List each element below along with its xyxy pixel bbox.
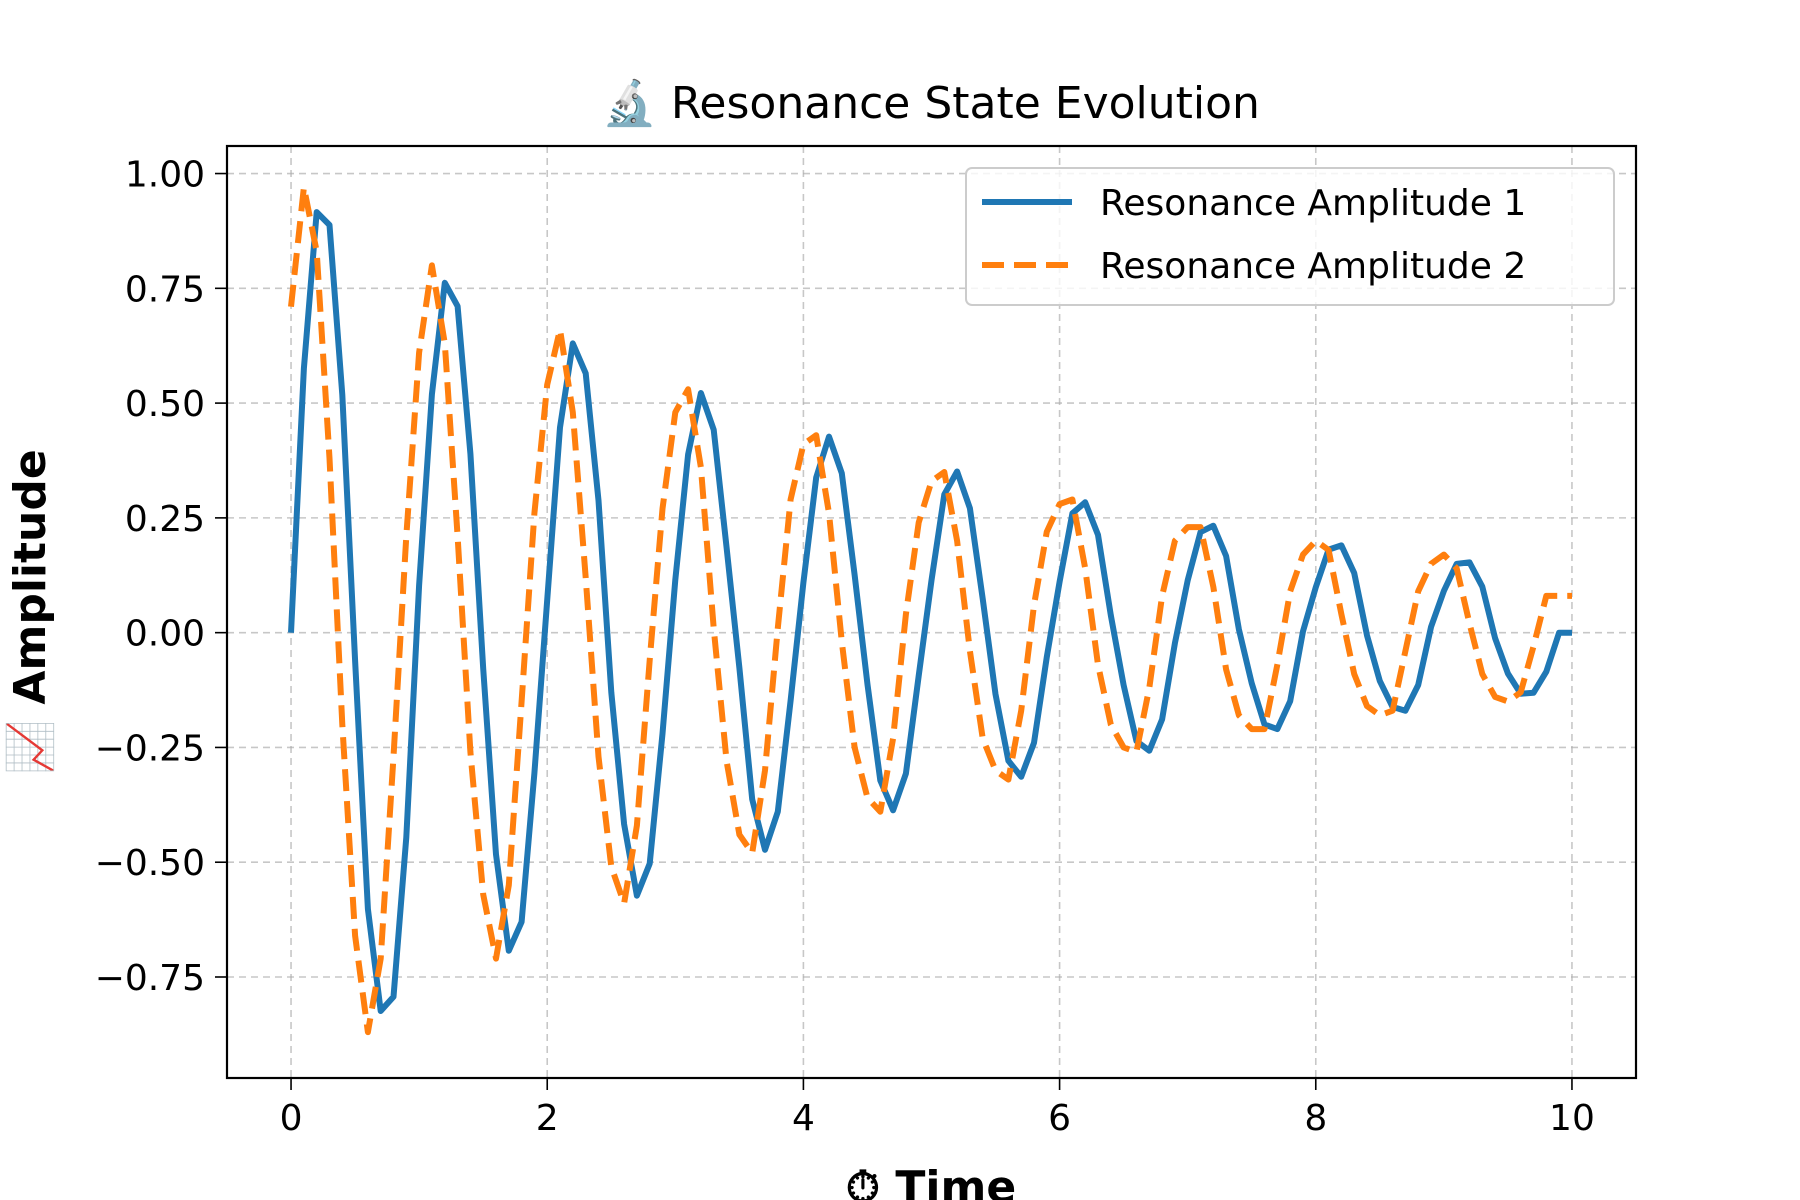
x-axis-label: ⏱ Time xyxy=(846,1162,1016,1200)
y-tick-label: 0.25 xyxy=(125,499,205,540)
x-tick-label: 8 xyxy=(1304,1098,1327,1139)
legend: Resonance Amplitude 1 Resonance Amplitud… xyxy=(965,167,1615,306)
x-tick-label: 2 xyxy=(536,1098,559,1139)
chart-title: 🔬 Resonance State Evolution xyxy=(602,76,1260,129)
x-tick-label: 4 xyxy=(792,1098,815,1139)
y-tick-label: 0.00 xyxy=(125,614,205,655)
y-tick-label: 1.00 xyxy=(125,155,205,196)
x-tick-label: 10 xyxy=(1549,1098,1595,1139)
legend-label-amplitude-1: Resonance Amplitude 1 xyxy=(1100,183,1526,224)
y-tick-label: −0.50 xyxy=(95,843,205,884)
y-tick-label: 0.50 xyxy=(125,384,205,425)
y-tick-label: −0.75 xyxy=(95,958,205,999)
legend-frame xyxy=(965,167,1615,306)
plot-frame xyxy=(225,144,1638,1080)
y-tick-label: 0.75 xyxy=(125,269,205,310)
y-tick-label: −0.25 xyxy=(95,728,205,769)
legend-label-amplitude-2: Resonance Amplitude 2 xyxy=(1100,246,1526,287)
y-axis-label: 📈 Amplitude xyxy=(5,449,56,774)
x-axis: 0 2 4 6 8 10 xyxy=(280,1078,1595,1139)
grid xyxy=(227,146,1636,1078)
x-tick-label: 6 xyxy=(1048,1098,1071,1139)
series-line-amplitude-1 xyxy=(288,209,1572,1014)
series-line-amplitude-2 xyxy=(288,184,1572,1036)
x-tick-label: 0 xyxy=(280,1098,303,1139)
y-axis: −0.75 −0.50 −0.25 0.00 0.25 0.50 0.75 1.00 xyxy=(95,155,227,999)
plot-series xyxy=(288,184,1572,1036)
